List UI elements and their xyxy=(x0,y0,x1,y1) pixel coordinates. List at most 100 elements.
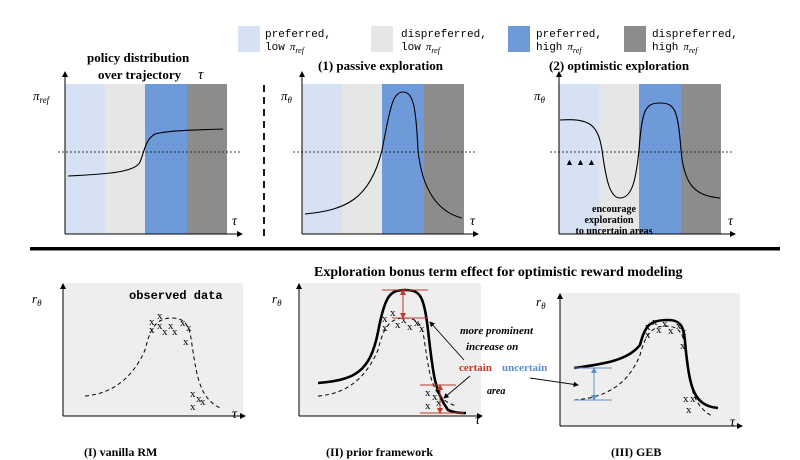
band-preferred-low xyxy=(302,84,342,234)
svg-text:x: x xyxy=(652,316,658,328)
svg-text:x: x xyxy=(436,397,442,409)
svg-text:x: x xyxy=(186,322,192,334)
annotation-pointer-upper xyxy=(429,321,465,361)
band-preferred-low xyxy=(559,84,599,234)
legend-item-preferred-low: preferred, low πref xyxy=(238,26,331,55)
svg-text:x: x xyxy=(668,325,674,337)
svg-text:x: x xyxy=(390,307,396,319)
panel3-title: (2) optimistic exploration xyxy=(549,58,690,73)
svg-text:x: x xyxy=(662,318,668,330)
panel1-caption-line2: over trajectory xyxy=(98,67,182,82)
svg-text:x: x xyxy=(645,321,651,333)
svg-text:x: x xyxy=(419,323,425,335)
band-dispreferred-low xyxy=(105,84,145,234)
band-preferred-high xyxy=(145,84,187,234)
annotation-line2: increase on xyxy=(466,341,518,353)
caption-geb: (III) GEB xyxy=(611,445,661,459)
band-preferred-high xyxy=(382,84,424,234)
svg-text:▲: ▲ xyxy=(565,157,574,167)
top-panel-policy-distribution: policy distribution over trajectory τ πr… xyxy=(33,50,243,237)
x-axis-label: τ xyxy=(730,415,736,430)
reward-curve-dashed xyxy=(317,317,457,407)
x-axis-label: τ xyxy=(475,413,481,428)
y-axis-label: rθ xyxy=(32,291,42,308)
legend-label-line1: dispreferred, xyxy=(652,29,738,41)
uncertain-label: uncertain xyxy=(502,362,547,374)
annotation-line1: more prominent xyxy=(460,325,534,337)
svg-text:x: x xyxy=(168,320,174,332)
legend-label-line1: preferred, xyxy=(536,29,602,41)
svg-text:x: x xyxy=(183,336,189,348)
band-dispreferred-high xyxy=(424,84,464,234)
top-panel-optimistic-exploration: (2) optimistic exploration ▲ ▲ ▲ encoura… xyxy=(534,58,736,237)
legend-label-line2: high xyxy=(536,42,562,54)
svg-text:x: x xyxy=(149,324,155,336)
svg-text:x: x xyxy=(681,326,687,338)
panel1-tau-label: τ xyxy=(198,67,204,83)
svg-text:▲: ▲ xyxy=(576,157,585,167)
y-axis-label: πθ xyxy=(534,88,546,105)
panel1-caption-line1: policy distribution xyxy=(87,50,190,65)
legend-label-line2: high xyxy=(652,42,678,54)
certain-increase-markers xyxy=(382,289,464,414)
top-panel-passive-exploration: (1) passive exploration πθ τ xyxy=(281,58,479,237)
band-dispreferred-low xyxy=(599,84,639,234)
policy-curve xyxy=(304,91,463,219)
x-axis-label: τ xyxy=(232,214,238,229)
caption-vanilla-rm: (I) vanilla RM xyxy=(84,445,157,459)
svg-text:x: x xyxy=(686,404,692,416)
legend-item-dispreferred-low: dispreferred, low πref xyxy=(371,26,487,55)
area-label: area xyxy=(487,386,505,397)
svg-text:x: x xyxy=(676,320,682,332)
policy-curve xyxy=(67,128,224,177)
svg-text:x: x xyxy=(680,340,686,352)
svg-text:x: x xyxy=(190,401,196,413)
svg-text:x: x xyxy=(382,322,388,334)
svg-text:x: x xyxy=(401,314,407,326)
legend-swatch xyxy=(624,26,646,52)
encourage-label-line3: to uncertain areas xyxy=(575,226,652,237)
svg-text:x: x xyxy=(656,324,662,336)
svg-text:x: x xyxy=(425,387,431,399)
legend-swatch xyxy=(508,26,530,52)
reward-curve-dashed xyxy=(84,317,221,409)
y-axis-label: rθ xyxy=(272,291,282,308)
svg-text:x: x xyxy=(180,317,186,329)
uncertain-increase-markers xyxy=(574,367,612,401)
panel2-title: (1) passive exploration xyxy=(318,58,444,73)
y-axis-label: πref xyxy=(33,88,51,105)
x-axis-label: τ xyxy=(232,407,238,422)
encourage-label-line2: exploration xyxy=(585,215,634,226)
legend-label-line2: low xyxy=(265,42,285,54)
band-dispreferred-low xyxy=(342,84,382,234)
svg-text:x: x xyxy=(162,326,168,338)
y-axis-label: rθ xyxy=(536,294,546,311)
annotation-pointer-lower xyxy=(443,375,471,399)
policy-curve xyxy=(559,102,721,199)
svg-text:x: x xyxy=(407,321,413,333)
svg-text:▲: ▲ xyxy=(587,157,596,167)
svg-text:x: x xyxy=(683,393,689,405)
plot-background xyxy=(299,283,481,416)
svg-text:x: x xyxy=(196,393,202,405)
legend-label-line1: preferred, xyxy=(265,29,331,41)
band-dispreferred-high xyxy=(681,84,721,234)
section-divider xyxy=(30,247,780,251)
legend-label-line2: low xyxy=(401,42,421,54)
reward-curve-geb xyxy=(573,318,719,410)
legend: preferred, low πref dispreferred, low πref… xyxy=(238,26,738,55)
svg-text:x: x xyxy=(157,310,163,322)
caption-prior-framework: (II) prior framework xyxy=(326,445,433,459)
svg-text:x: x xyxy=(200,396,206,408)
band-dispreferred-high xyxy=(187,84,227,234)
svg-text:x: x xyxy=(414,317,420,329)
